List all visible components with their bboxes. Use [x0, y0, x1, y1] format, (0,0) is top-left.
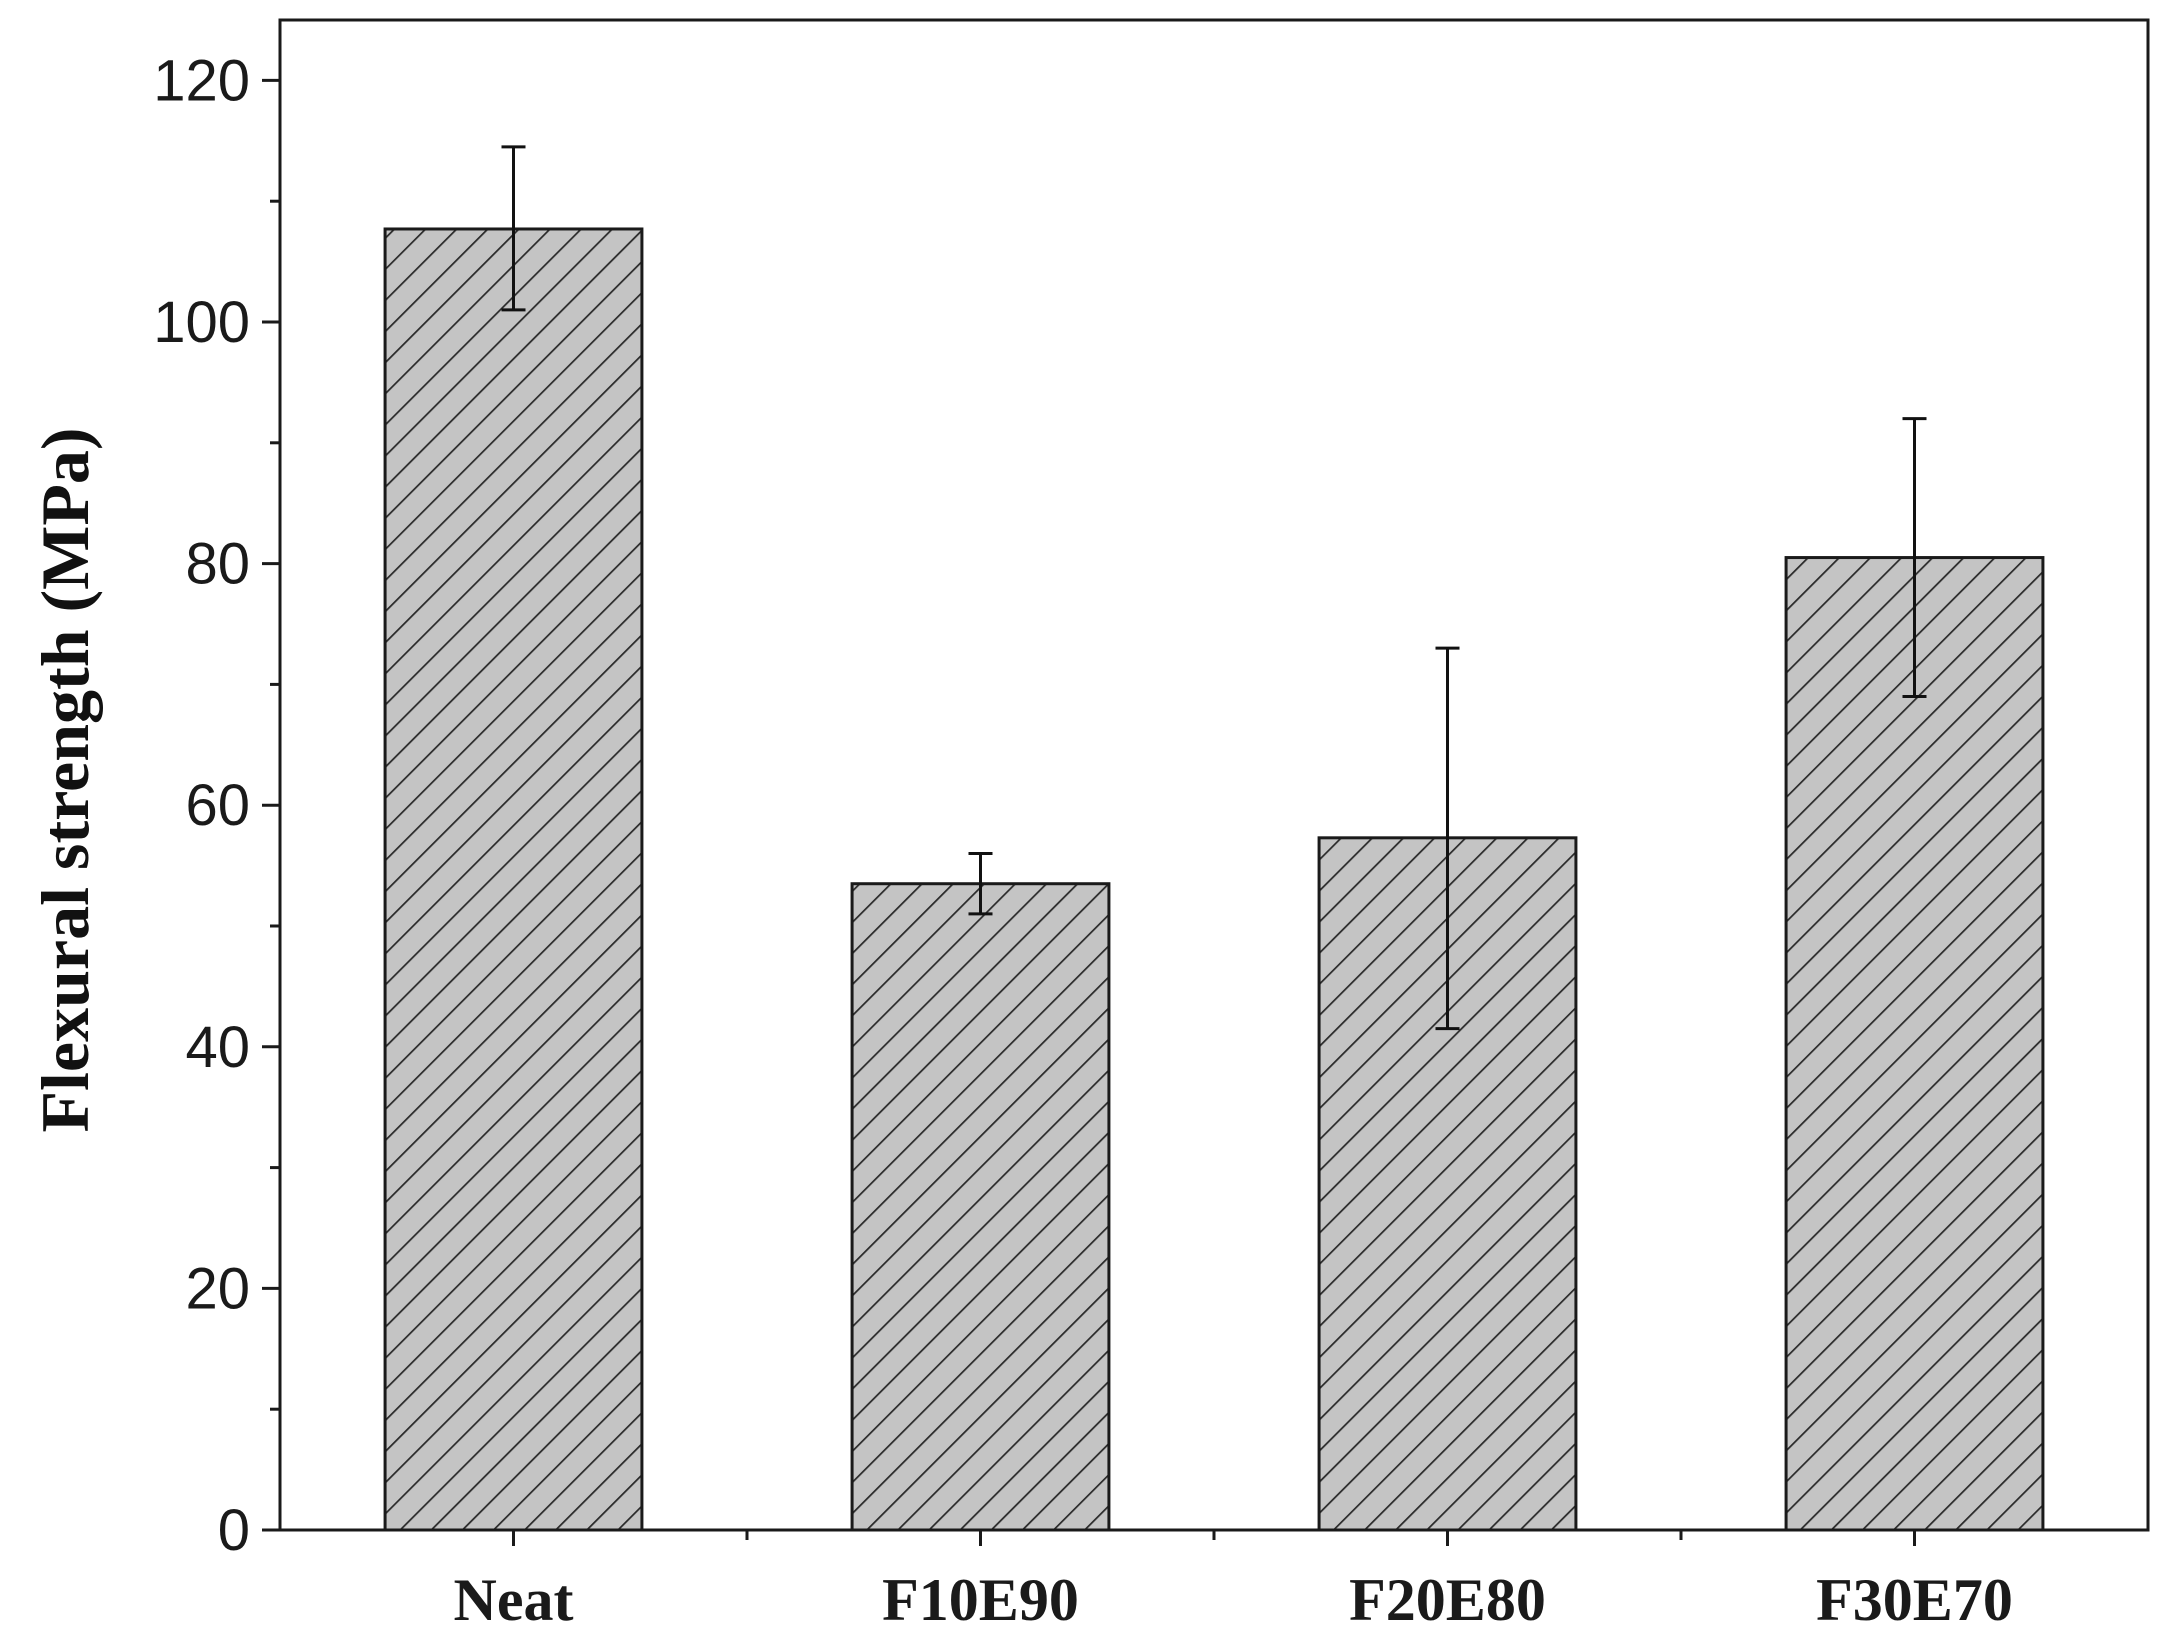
- x-tick-label-f30e70: F30E70: [1816, 1567, 2013, 1633]
- y-tick-label: 80: [185, 532, 250, 597]
- y-tick-label: 40: [185, 1015, 250, 1080]
- error-bars-layer: [501, 145, 1927, 1031]
- x-tick-label-neat: Neat: [454, 1567, 574, 1633]
- y-tick-label: 100: [153, 290, 250, 355]
- y-tick-label: 60: [185, 773, 250, 838]
- y-tick-label: 120: [153, 48, 250, 113]
- y-axis-title: Flexural strength (MPa): [27, 427, 103, 1132]
- bar-f10e90: [850, 882, 1111, 1532]
- bars-layer: [383, 227, 2045, 1532]
- x-axis: Neat F10E90 F20E80 F30E70: [454, 1530, 2013, 1633]
- bar-neat: [383, 227, 644, 1532]
- x-tick-label-f20e80: F20E80: [1349, 1567, 1546, 1633]
- y-axis: 0 20 40 60 80 100 120: [153, 48, 280, 1563]
- x-tick-label-f10e90: F10E90: [882, 1567, 1079, 1633]
- y-tick-label: 20: [185, 1256, 250, 1321]
- bar-f30e70: [1784, 556, 2045, 1532]
- y-tick-label: 0: [218, 1498, 250, 1563]
